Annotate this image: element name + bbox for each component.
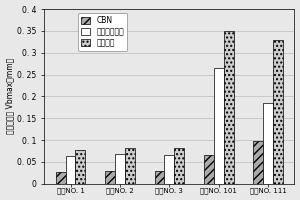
Y-axis label: 刃口磨损量 Vbmax（mm）: 刃口磨损量 Vbmax（mm）	[6, 58, 15, 134]
Bar	[154, 171, 164, 184]
Bar	[263, 103, 273, 184]
Bar	[174, 148, 184, 184]
Bar	[214, 68, 224, 184]
Bar	[254, 141, 263, 184]
Bar	[273, 40, 283, 184]
Legend: CBN, 烧结硬质合金, 金属陶瓷: CBN, 烧结硬质合金, 金属陶瓷	[78, 13, 127, 51]
Bar	[76, 150, 85, 184]
Bar	[115, 154, 125, 184]
Bar	[56, 172, 66, 184]
Bar	[105, 171, 115, 184]
Bar	[224, 31, 234, 184]
Bar	[204, 155, 214, 184]
Bar	[66, 156, 76, 184]
Bar	[125, 148, 135, 184]
Bar	[164, 155, 174, 184]
